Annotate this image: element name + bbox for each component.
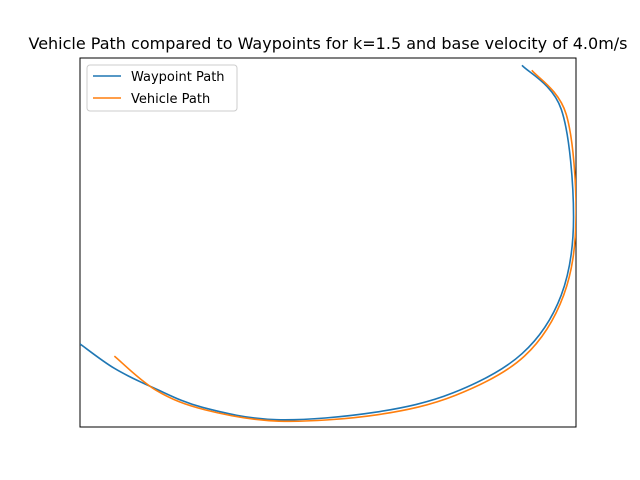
series-line-1 [80,64,575,421]
legend-box [86,64,238,112]
plot-area-frame [79,57,577,428]
series-line-2 [113,69,576,423]
series-layer [80,64,576,423]
legend: Waypoint Path Vehicle Path [86,64,238,112]
chart-title: Vehicle Path compared to Waypoints for k… [28,34,627,53]
legend-label-1: Waypoint Path [131,70,225,85]
legend-label-2: Vehicle Path [131,92,210,107]
